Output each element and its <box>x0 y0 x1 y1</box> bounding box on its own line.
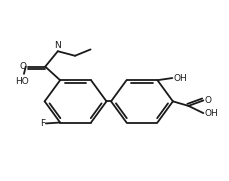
Text: O: O <box>20 62 27 71</box>
Text: O: O <box>204 96 211 105</box>
Text: N: N <box>55 41 61 50</box>
Text: OH: OH <box>173 73 187 83</box>
Text: OH: OH <box>204 109 218 118</box>
Text: HO: HO <box>15 77 29 86</box>
Text: F: F <box>40 119 45 128</box>
